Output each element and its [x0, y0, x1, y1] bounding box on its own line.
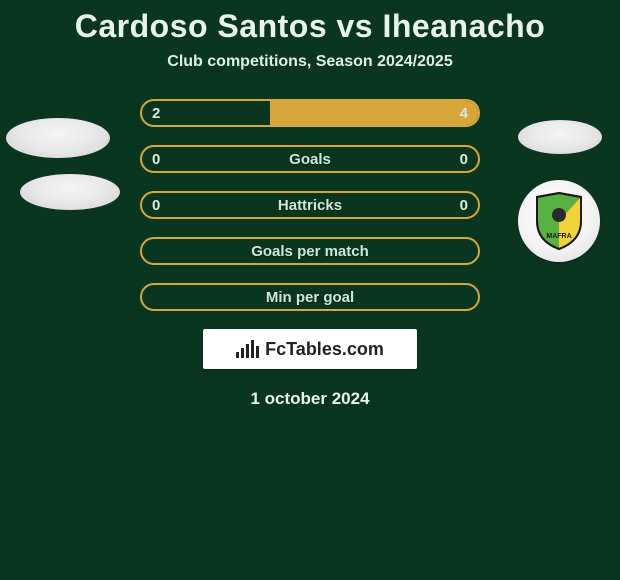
player-left-club-placeholder — [20, 174, 120, 210]
season-subtitle: Club competitions, Season 2024/2025 — [0, 53, 620, 71]
player-right-club-badge: MAFRA — [518, 180, 600, 262]
page-title: Cardoso Santos vs Iheanacho — [0, 0, 620, 45]
stat-value-left: 0 — [152, 147, 160, 171]
player-left-avatar-placeholder — [6, 118, 110, 158]
stat-row: Min per goal — [140, 283, 480, 311]
branding-box: FcTables.com — [203, 329, 417, 369]
branding-text: FcTables.com — [265, 339, 384, 360]
player-right-avatar-placeholder — [518, 120, 602, 154]
stat-row: 2Matches4 — [140, 99, 480, 127]
branding-bar — [236, 352, 239, 358]
branding-bar — [246, 344, 249, 358]
date-label: 1 october 2024 — [0, 389, 620, 409]
stat-label: Hattricks — [278, 197, 342, 214]
stat-label: Min per goal — [266, 289, 354, 306]
branding-bar — [251, 340, 254, 358]
stat-value-right: 0 — [460, 147, 468, 171]
stat-label: Goals — [289, 151, 331, 168]
stat-row: Goals per match — [140, 237, 480, 265]
mafra-shield-icon: MAFRA — [533, 191, 585, 251]
stat-row: 0 Goals 0 — [140, 145, 480, 173]
branding-bar — [256, 346, 259, 358]
branding-bar — [241, 348, 244, 358]
club-name-text: MAFRA — [546, 233, 571, 240]
stat-label: Goals per match — [251, 243, 369, 260]
stat-value-left: 2 — [152, 101, 160, 125]
stat-value-right: 4 — [460, 101, 468, 125]
stat-fill-right — [270, 101, 478, 125]
stat-value-right: 0 — [460, 193, 468, 217]
stat-value-left: 0 — [152, 193, 160, 217]
stat-row: 0 Hattricks 0 — [140, 191, 480, 219]
branding-bars-icon — [236, 340, 259, 358]
